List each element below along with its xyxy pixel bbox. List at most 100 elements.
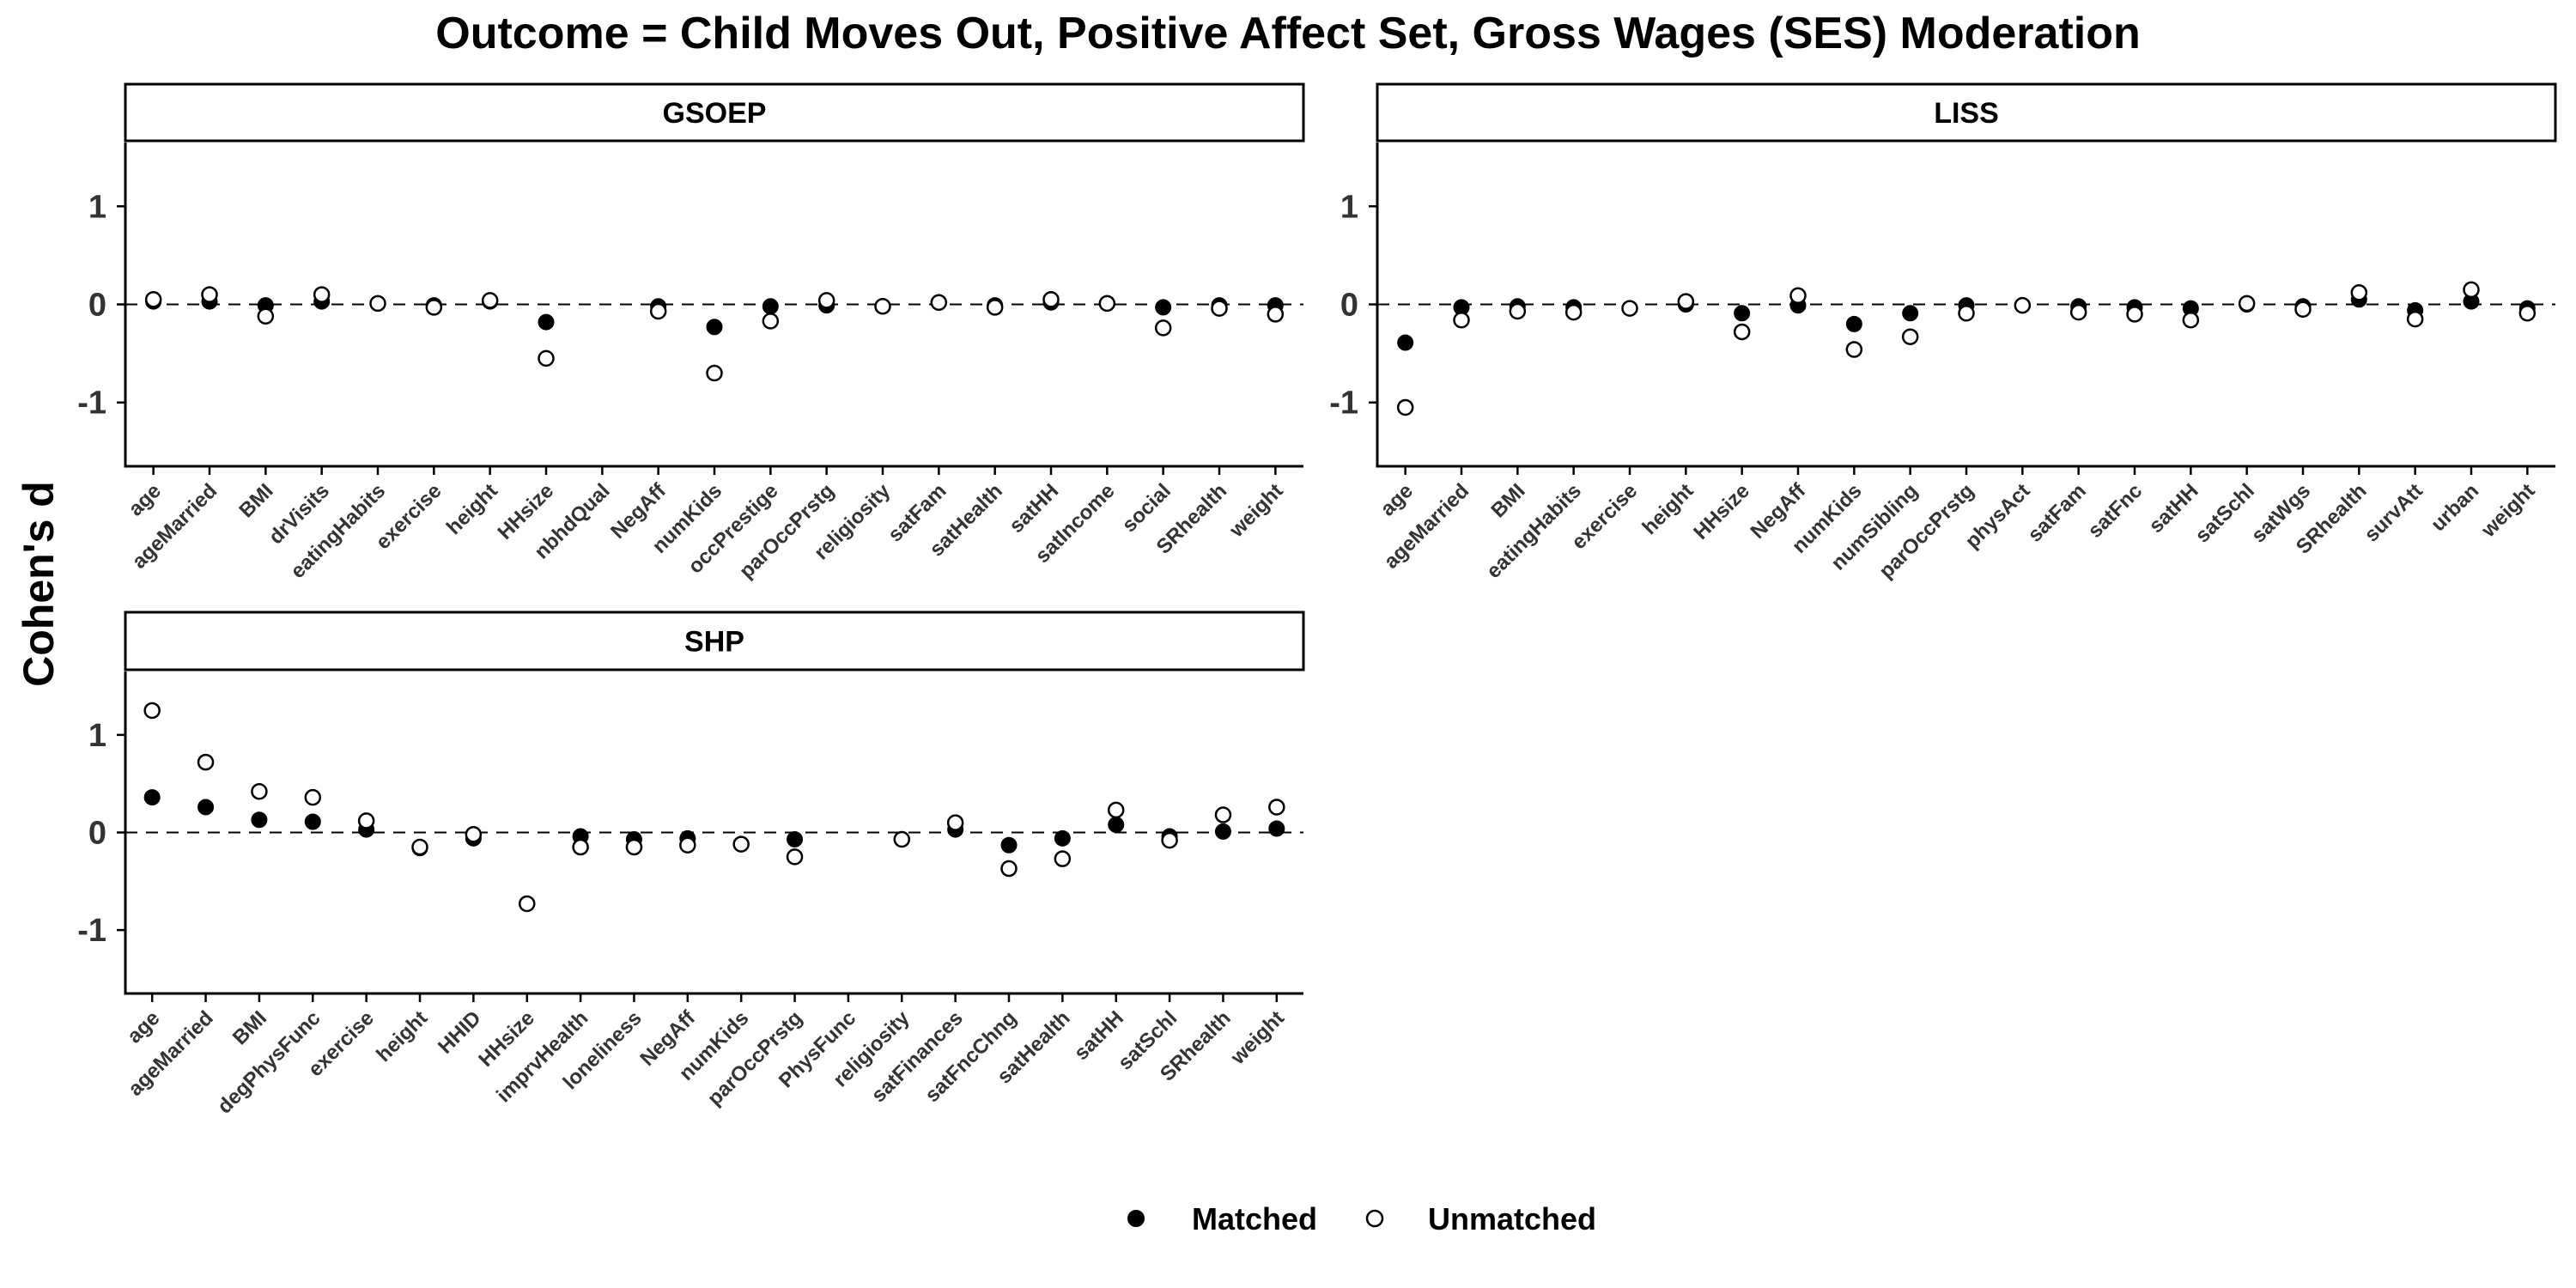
chart-title: Outcome = Child Moves Out, Positive Affe… bbox=[435, 9, 2141, 58]
unmatched-point-occPrestige bbox=[762, 313, 780, 330]
unmatched-point-NegAff bbox=[679, 836, 696, 854]
unmatched-point-degPhysFunc bbox=[304, 788, 322, 806]
unmatched-point-BMI bbox=[251, 783, 268, 800]
unmatched-point-numKids bbox=[706, 364, 723, 382]
y-tick-label: 0 bbox=[88, 816, 106, 852]
unmatched-point-numSibling bbox=[1901, 328, 1919, 345]
unmatched-point-eatingHabits bbox=[1564, 303, 1583, 321]
unmatched-point-satSchl bbox=[1161, 831, 1178, 849]
x-tick-label: HHsize bbox=[1689, 479, 1754, 544]
panel-title-gsoep: GSOEP bbox=[663, 97, 767, 130]
unmatched-point-satFinances bbox=[946, 814, 964, 831]
x-tick-label: age bbox=[1376, 479, 1418, 520]
matched-point-satHealth bbox=[1054, 829, 1071, 847]
y-tick-label: -1 bbox=[1329, 386, 1358, 422]
unmatched-point-HHID bbox=[465, 826, 483, 843]
unmatched-point-weight bbox=[1268, 799, 1285, 816]
y-tick-label: 1 bbox=[88, 189, 106, 225]
panel-title-liss: LISS bbox=[1934, 97, 1999, 130]
unmatched-point-urban bbox=[2463, 281, 2480, 299]
unmatched-point-ageMarried bbox=[197, 753, 215, 771]
y-tick-label: 0 bbox=[1340, 288, 1358, 324]
unmatched-point-religiosity bbox=[893, 830, 911, 848]
unmatched-point-BMI bbox=[257, 307, 275, 325]
legend-marker-matched bbox=[1127, 1210, 1145, 1227]
matched-point-SRhealth bbox=[1214, 823, 1231, 840]
unmatched-point-BMI bbox=[1509, 302, 1527, 320]
unmatched-point-ageMarried bbox=[1453, 312, 1470, 329]
x-tick-label: height bbox=[1638, 479, 1698, 539]
matched-point-occPrestige bbox=[762, 298, 779, 315]
x-tick-label: age bbox=[125, 479, 166, 520]
matched-point-numKids bbox=[706, 319, 723, 336]
unmatched-point-eatingHabits bbox=[369, 295, 386, 313]
unmatched-point-height bbox=[411, 838, 428, 856]
unmatched-point-weight bbox=[2518, 305, 2537, 322]
legend: Matched Unmatched bbox=[1127, 1201, 1596, 1236]
unmatched-point-imprvHealth bbox=[572, 838, 589, 856]
x-tick-label: survAtt bbox=[2360, 479, 2427, 547]
matched-point-age bbox=[143, 789, 161, 806]
matched-point-HHsize bbox=[538, 313, 555, 331]
unmatched-point-satHH bbox=[1107, 801, 1125, 819]
unmatched-point-height bbox=[481, 292, 499, 309]
unmatched-point-numKids bbox=[732, 835, 750, 853]
unmatched-point-satFncChng bbox=[1000, 860, 1018, 878]
unmatched-point-ageMarried bbox=[201, 286, 218, 303]
unmatched-point-NegAff bbox=[1789, 287, 1807, 304]
y-tick-label: -1 bbox=[77, 913, 106, 949]
unmatched-point-satHealth bbox=[986, 299, 1004, 316]
x-tick-label: urban bbox=[2427, 479, 2483, 536]
x-tick-label: age bbox=[123, 1006, 164, 1048]
x-tick-label: weight bbox=[1224, 479, 1288, 543]
unmatched-point-SRhealth bbox=[2350, 284, 2368, 301]
panel-strip-gsoep bbox=[124, 82, 1305, 143]
x-tick-label: satFam bbox=[2023, 479, 2091, 547]
unmatched-point-satFnc bbox=[2126, 306, 2143, 323]
unmatched-point-HHsize bbox=[538, 349, 555, 368]
unmatched-point-SRhealth bbox=[1214, 806, 1232, 823]
legend-marker-unmatched bbox=[1365, 1209, 1384, 1228]
unmatched-point-SRhealth bbox=[1211, 300, 1228, 317]
unmatched-point-exercise bbox=[425, 299, 443, 316]
panel-strip-shp bbox=[124, 611, 1305, 671]
unmatched-point-satHealth bbox=[1054, 850, 1072, 867]
unmatched-point-NegAff bbox=[649, 302, 667, 320]
unmatched-point-numKids bbox=[1845, 341, 1863, 358]
unmatched-point-height bbox=[1677, 293, 1695, 310]
unmatched-point-satHH bbox=[2182, 312, 2200, 329]
unmatched-point-satHH bbox=[1042, 291, 1060, 308]
legend-label-unmatched: Unmatched bbox=[1428, 1201, 1596, 1236]
unmatched-point-survAtt bbox=[2406, 310, 2424, 328]
unmatched-point-loneliness bbox=[625, 838, 643, 856]
unmatched-point-satFam bbox=[2069, 303, 2087, 321]
unmatched-point-satIncome bbox=[1098, 295, 1116, 313]
matched-point-ageMarried bbox=[197, 799, 215, 816]
x-tick-label: weight bbox=[1226, 1006, 1290, 1070]
panel-title-shp: SHP bbox=[684, 626, 744, 659]
matched-point-degPhysFunc bbox=[304, 813, 321, 830]
unmatched-point-physAct bbox=[2014, 296, 2032, 314]
y-tick-label: 1 bbox=[1340, 189, 1358, 225]
unmatched-point-parOccPrstg bbox=[1958, 305, 1975, 322]
x-tick-label: weight bbox=[2476, 479, 2540, 543]
unmatched-point-social bbox=[1154, 319, 1172, 337]
y-tick-label: 1 bbox=[88, 718, 106, 754]
unmatched-point-exercise bbox=[1621, 300, 1638, 317]
unmatched-point-satSchl bbox=[2238, 295, 2256, 313]
y-tick-label: -1 bbox=[77, 386, 106, 422]
unmatched-point-age bbox=[144, 291, 162, 308]
matched-point-age bbox=[1397, 334, 1414, 351]
unmatched-point-exercise bbox=[357, 812, 375, 829]
unmatched-point-HHsize bbox=[518, 895, 536, 913]
x-tick-label: height bbox=[442, 479, 502, 539]
unmatched-point-weight bbox=[1267, 306, 1285, 323]
legend-label-matched: Matched bbox=[1192, 1201, 1317, 1236]
matched-point-numKids bbox=[1845, 315, 1862, 332]
matched-point-social bbox=[1155, 299, 1172, 316]
